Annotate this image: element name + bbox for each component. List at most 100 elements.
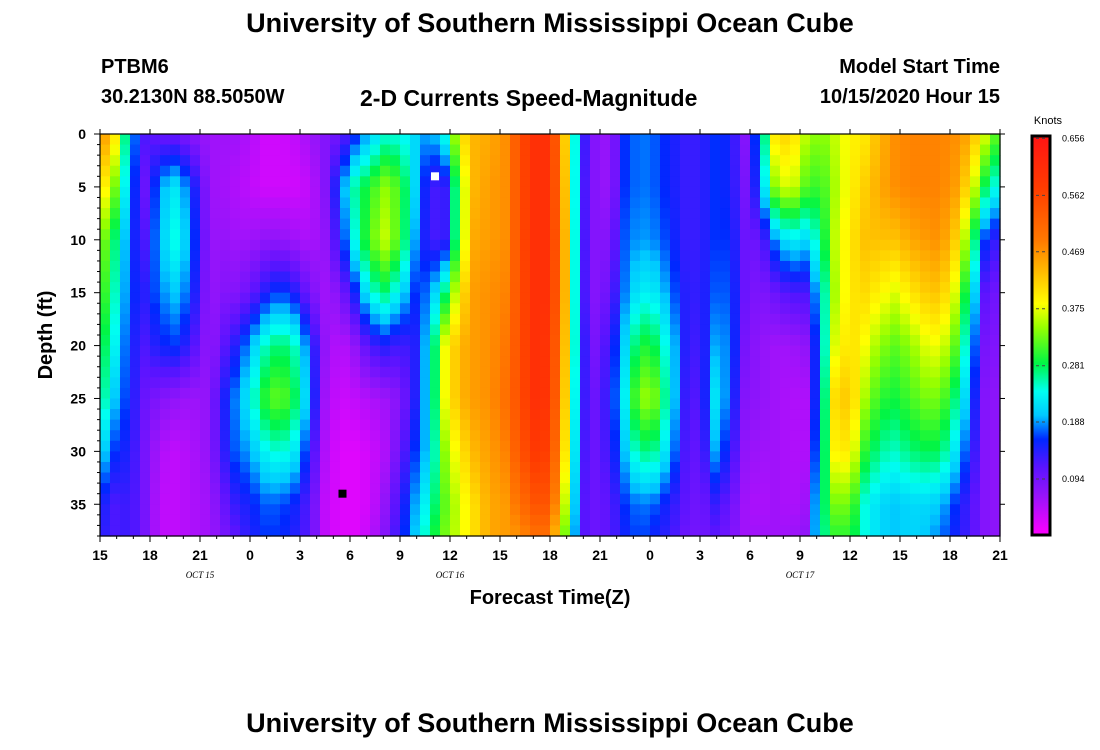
heatmap-cell	[390, 155, 401, 167]
heatmap-cell	[450, 239, 461, 251]
heatmap-cell	[460, 430, 471, 442]
heatmap-cell	[300, 387, 311, 400]
heatmap-cell	[770, 324, 781, 336]
heatmap-cell	[810, 525, 821, 537]
heatmap-cell	[860, 451, 871, 463]
heatmap-cell	[570, 366, 581, 378]
heatmap-cell	[910, 345, 921, 357]
heatmap-cell	[620, 461, 631, 474]
heatmap-cell	[180, 303, 191, 315]
heatmap-cell	[450, 165, 461, 177]
heatmap-cell	[890, 451, 901, 463]
heatmap-cell	[920, 282, 931, 294]
heatmap-cell	[960, 451, 971, 463]
heatmap-cell	[480, 451, 491, 463]
heatmap-cell	[330, 461, 341, 474]
heatmap-cell	[220, 387, 231, 400]
heatmap-cell	[570, 504, 581, 516]
heatmap-cell	[830, 409, 841, 421]
heatmap-cell	[960, 493, 971, 505]
heatmap-cell	[690, 155, 701, 167]
heatmap-cell	[720, 229, 731, 241]
heatmap-cell	[130, 282, 141, 294]
heatmap-cell	[210, 483, 221, 495]
heatmap-cell	[580, 356, 591, 368]
heatmap-cell	[940, 197, 951, 209]
heatmap-cell	[140, 239, 151, 251]
heatmap-cell	[810, 313, 821, 326]
heatmap-cell	[190, 345, 201, 357]
heatmap-cell	[360, 472, 371, 484]
heatmap-cell	[560, 493, 571, 505]
heatmap-cell	[330, 260, 341, 273]
heatmap-cell	[390, 144, 401, 156]
heatmap-cell	[980, 525, 991, 537]
heatmap-cell	[470, 377, 481, 389]
heatmap-cell	[290, 451, 301, 463]
heatmap-cell	[310, 387, 321, 400]
heatmap-cell	[830, 451, 841, 463]
heatmap-cell	[700, 313, 711, 326]
heatmap-cell	[530, 493, 541, 505]
heatmap-cell	[500, 345, 511, 357]
heatmap-cell	[870, 229, 881, 241]
heatmap-cell	[890, 335, 901, 347]
heatmap-cell	[140, 176, 151, 188]
heatmap-cell	[270, 483, 281, 495]
heatmap-cell	[820, 493, 831, 505]
heatmap-cell	[990, 356, 1001, 368]
heatmap-cell	[290, 430, 301, 442]
heatmap-cell	[250, 313, 261, 326]
heatmap-cell	[480, 366, 491, 378]
heatmap-cell	[430, 366, 441, 378]
heatmap-cell	[860, 155, 871, 167]
heatmap-cell	[930, 186, 941, 199]
heatmap-cell	[220, 282, 231, 294]
heatmap-cell	[640, 483, 651, 495]
heatmap-cell	[700, 208, 711, 220]
heatmap-cell	[180, 324, 191, 336]
heatmap-cell	[590, 218, 601, 230]
heatmap-cell	[120, 197, 131, 209]
heatmap-cell	[410, 430, 421, 442]
heatmap-cell	[640, 229, 651, 241]
heatmap-cell	[290, 239, 301, 251]
heatmap-cell	[940, 155, 951, 167]
heatmap-cell	[100, 356, 111, 368]
heatmap-cell	[450, 525, 461, 537]
heatmap-cell	[960, 525, 971, 537]
heatmap-cell	[300, 419, 311, 431]
heatmap-cell	[780, 260, 791, 273]
heatmap-cell	[760, 409, 771, 421]
heatmap-cell	[220, 472, 231, 484]
heatmap-cell	[640, 134, 651, 146]
heatmap-cell	[660, 134, 671, 146]
heatmap-cell	[100, 282, 111, 294]
heatmap-cell	[820, 260, 831, 273]
heatmap-cell	[980, 451, 991, 463]
heatmap-cell	[900, 366, 911, 378]
heatmap-cell	[300, 155, 311, 167]
heatmap-cell	[840, 197, 851, 209]
heatmap-cell	[410, 409, 421, 421]
heatmap-cell	[880, 271, 891, 283]
heatmap-cell	[990, 440, 1001, 452]
heatmap-cell	[270, 335, 281, 347]
heatmap-cell	[640, 292, 651, 304]
heatmap-cell	[280, 324, 291, 336]
heatmap-cell	[530, 250, 541, 262]
heatmap-cell	[930, 134, 941, 146]
heatmap-cell	[510, 440, 521, 452]
heatmap-cell	[180, 134, 191, 146]
heatmap-cell	[510, 186, 521, 199]
heatmap-cell	[680, 430, 691, 442]
heatmap-cell	[520, 461, 531, 474]
heatmap-cell	[580, 197, 591, 209]
heatmap-cell	[970, 335, 981, 347]
heatmap-cell	[880, 398, 891, 410]
heatmap-cell	[780, 366, 791, 378]
heatmap-cell	[180, 472, 191, 484]
heatmap-cell	[340, 165, 351, 177]
heatmap-cell	[250, 451, 261, 463]
heatmap-cell	[400, 366, 411, 378]
